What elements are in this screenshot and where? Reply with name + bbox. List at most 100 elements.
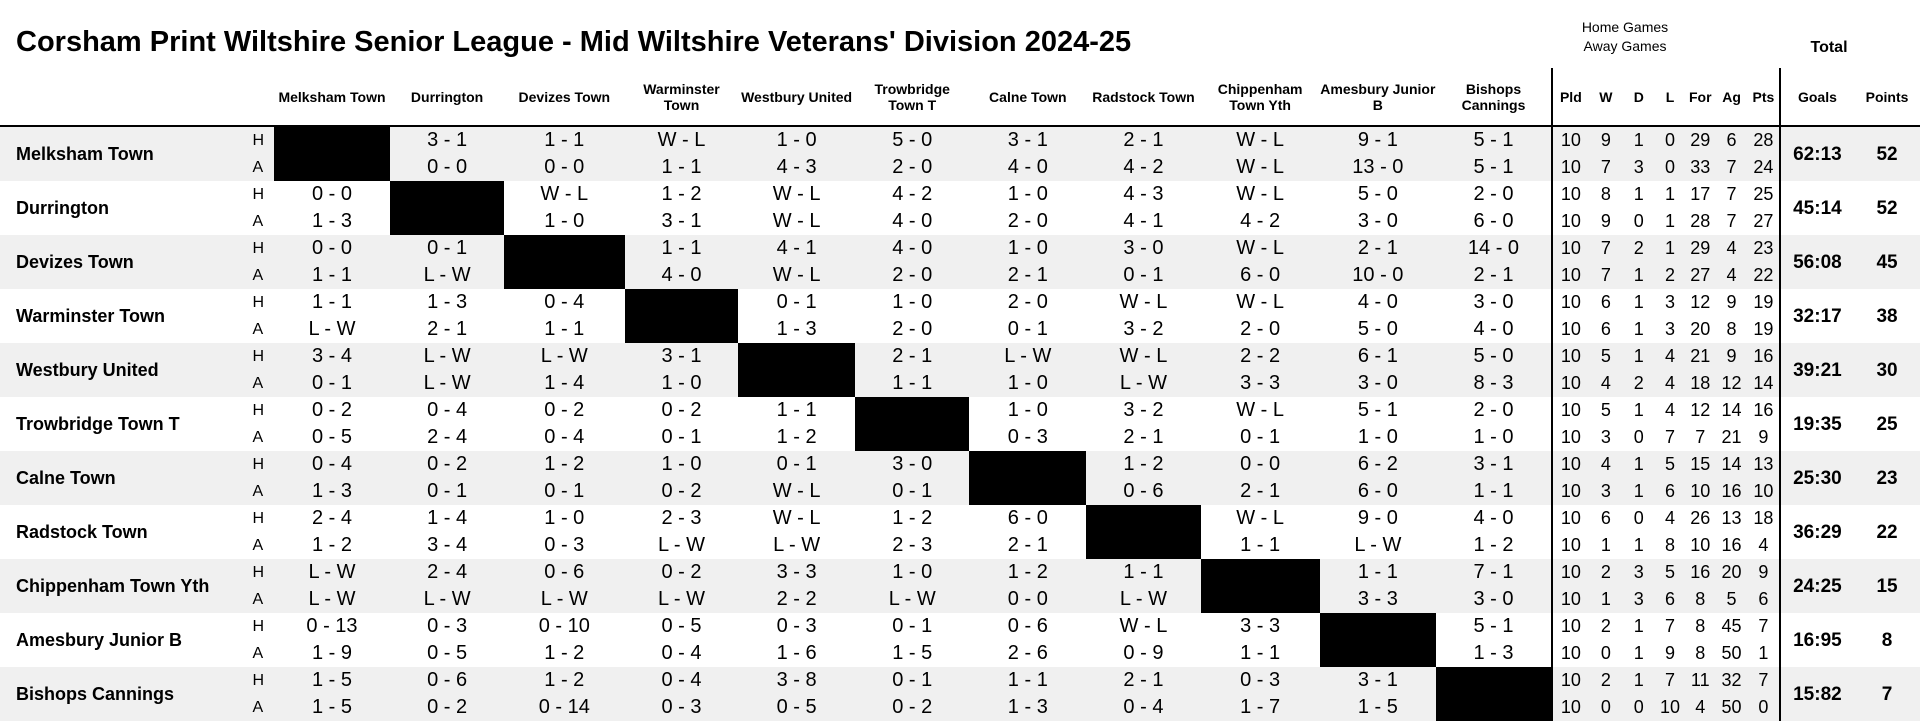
result-cell: L - W: [657, 534, 706, 556]
result-cell: 2 - 0: [1007, 210, 1048, 232]
stat-cell: 10: [1560, 508, 1581, 528]
stat-cell: 9: [1747, 559, 1781, 586]
stat-cell: 23: [1747, 235, 1781, 262]
result-cell: 0 - 2: [854, 694, 970, 721]
result-cell: 2 - 6: [1007, 642, 1048, 664]
result-cell: 2 - 2: [738, 586, 855, 613]
result-cell: 3 - 3: [1319, 586, 1437, 613]
stat-cell: 8: [1600, 184, 1611, 204]
result-cell: 1 - 3: [427, 291, 468, 313]
stat-cell: 7: [1747, 667, 1781, 694]
self-match-block: [273, 126, 391, 181]
stat-cell: 8: [1695, 643, 1706, 663]
stat-cell: 20: [1690, 319, 1711, 339]
stat-cell: 10: [1551, 262, 1589, 289]
home-marker: H: [252, 510, 265, 527]
result-cell: 3 - 8: [738, 667, 855, 694]
stat-cell: 1: [1622, 343, 1655, 370]
result-cell: 0 - 1: [390, 235, 504, 262]
home-marker: H: [252, 402, 265, 419]
result-cell: 0 - 5: [311, 426, 352, 448]
home-marker: H: [252, 343, 274, 370]
table-row: A 1 - 2 3 - 4 0 - 3 L - W L - W 2 - 3 2 - 1 1 - …: [0, 532, 1920, 559]
stat-cell: 10: [1685, 478, 1716, 505]
result-cell: 3 - 4: [273, 343, 391, 370]
result-cell: 0 - 0: [390, 154, 504, 181]
stat-cell: 4: [1665, 400, 1676, 420]
result-cell: 2 - 1: [1086, 667, 1201, 694]
result-cell: L - W: [273, 586, 391, 613]
result-cell: W - L: [1236, 183, 1284, 205]
stat-cell: 19: [1747, 316, 1781, 343]
result-cell: 1 - 0: [1007, 399, 1048, 421]
stat-cell: 8: [1665, 535, 1676, 555]
result-cell: 0 - 9: [1123, 642, 1164, 664]
stat-cell: 7: [1665, 616, 1676, 636]
result-cell: 3 - 2: [1123, 318, 1164, 340]
result-cell: 6 - 0: [1200, 262, 1320, 289]
stat-cell: 10: [1551, 235, 1589, 262]
result-cell: 1 - 0: [544, 507, 585, 529]
stat-cell: 16: [1747, 343, 1781, 370]
result-cell: 1 - 1: [1240, 642, 1281, 664]
total-points: 45: [1854, 235, 1920, 289]
stat-cell: 14: [1721, 400, 1742, 420]
result-cell: 5 - 1: [1357, 399, 1398, 421]
stat-cell: 32: [1715, 667, 1748, 694]
corner-cell: [0, 68, 253, 127]
result-cell: 4 - 2: [1086, 154, 1201, 181]
result-cell: W - L: [772, 183, 821, 205]
stat-cell: 6: [1654, 586, 1686, 613]
stat-cell: 1: [1622, 478, 1655, 505]
stat-cell: 4: [1715, 235, 1748, 262]
result-cell: 0 - 5: [661, 615, 702, 637]
stat-cell: 10: [1560, 427, 1581, 447]
result-cell: 2 - 0: [1436, 397, 1553, 424]
result-cell: 0 - 5: [427, 642, 468, 664]
result-cell: 1 - 2: [503, 451, 625, 478]
stat-cell: 7: [1665, 427, 1676, 447]
stat-cell: 10: [1551, 126, 1589, 154]
total-points: 7: [1854, 667, 1920, 721]
table-row: A 1 - 3 1 - 0 3 - 1 W - L 4 - 0 2 - 0 4 - 1 4 - …: [0, 208, 1920, 235]
result-cell: 2 - 3: [661, 507, 702, 529]
result-cell: 0 - 4: [1086, 694, 1201, 721]
result-cell: 0 - 1: [776, 291, 817, 313]
result-cell: 1 - 5: [273, 694, 391, 721]
result-cell: 1 - 5: [273, 667, 391, 694]
points-header: Points: [1854, 68, 1920, 127]
stat-cell: 10: [1551, 586, 1589, 613]
result-cell: 5 - 1: [1436, 126, 1553, 154]
result-cell: 4 - 0: [1436, 505, 1553, 532]
stat-cell: 4: [1685, 694, 1716, 721]
result-cell: 0 - 2: [390, 451, 504, 478]
self-match-block: [503, 235, 625, 289]
home-marker: H: [252, 618, 265, 635]
total-goals: 62:13: [1779, 126, 1855, 181]
result-cell: 0 - 2: [624, 478, 739, 505]
result-cell: 3 - 0: [854, 451, 970, 478]
stat-cell: 1: [1633, 643, 1644, 663]
stat-cell: 15: [1685, 451, 1716, 478]
result-cell: 1 - 6: [776, 642, 817, 664]
result-cell: 0 - 0: [273, 235, 391, 262]
stat-cell: 3: [1622, 154, 1655, 181]
result-cell: 0 - 0: [1200, 451, 1320, 478]
total-points: 30: [1854, 343, 1920, 397]
result-cell: 4 - 1: [738, 235, 855, 262]
result-cell: 4 - 2: [1240, 210, 1281, 232]
stat-cell: 16: [1721, 535, 1742, 555]
result-cell: 2 - 4: [311, 507, 352, 529]
stat-cell: 10: [1551, 667, 1589, 694]
result-cell: 0 - 1: [503, 478, 625, 505]
result-cell: 6 - 2: [1319, 451, 1437, 478]
result-cell: W - L: [772, 210, 821, 232]
result-cell: 2 - 1: [1436, 262, 1553, 289]
column-header-team: Devizes Town: [503, 68, 625, 127]
